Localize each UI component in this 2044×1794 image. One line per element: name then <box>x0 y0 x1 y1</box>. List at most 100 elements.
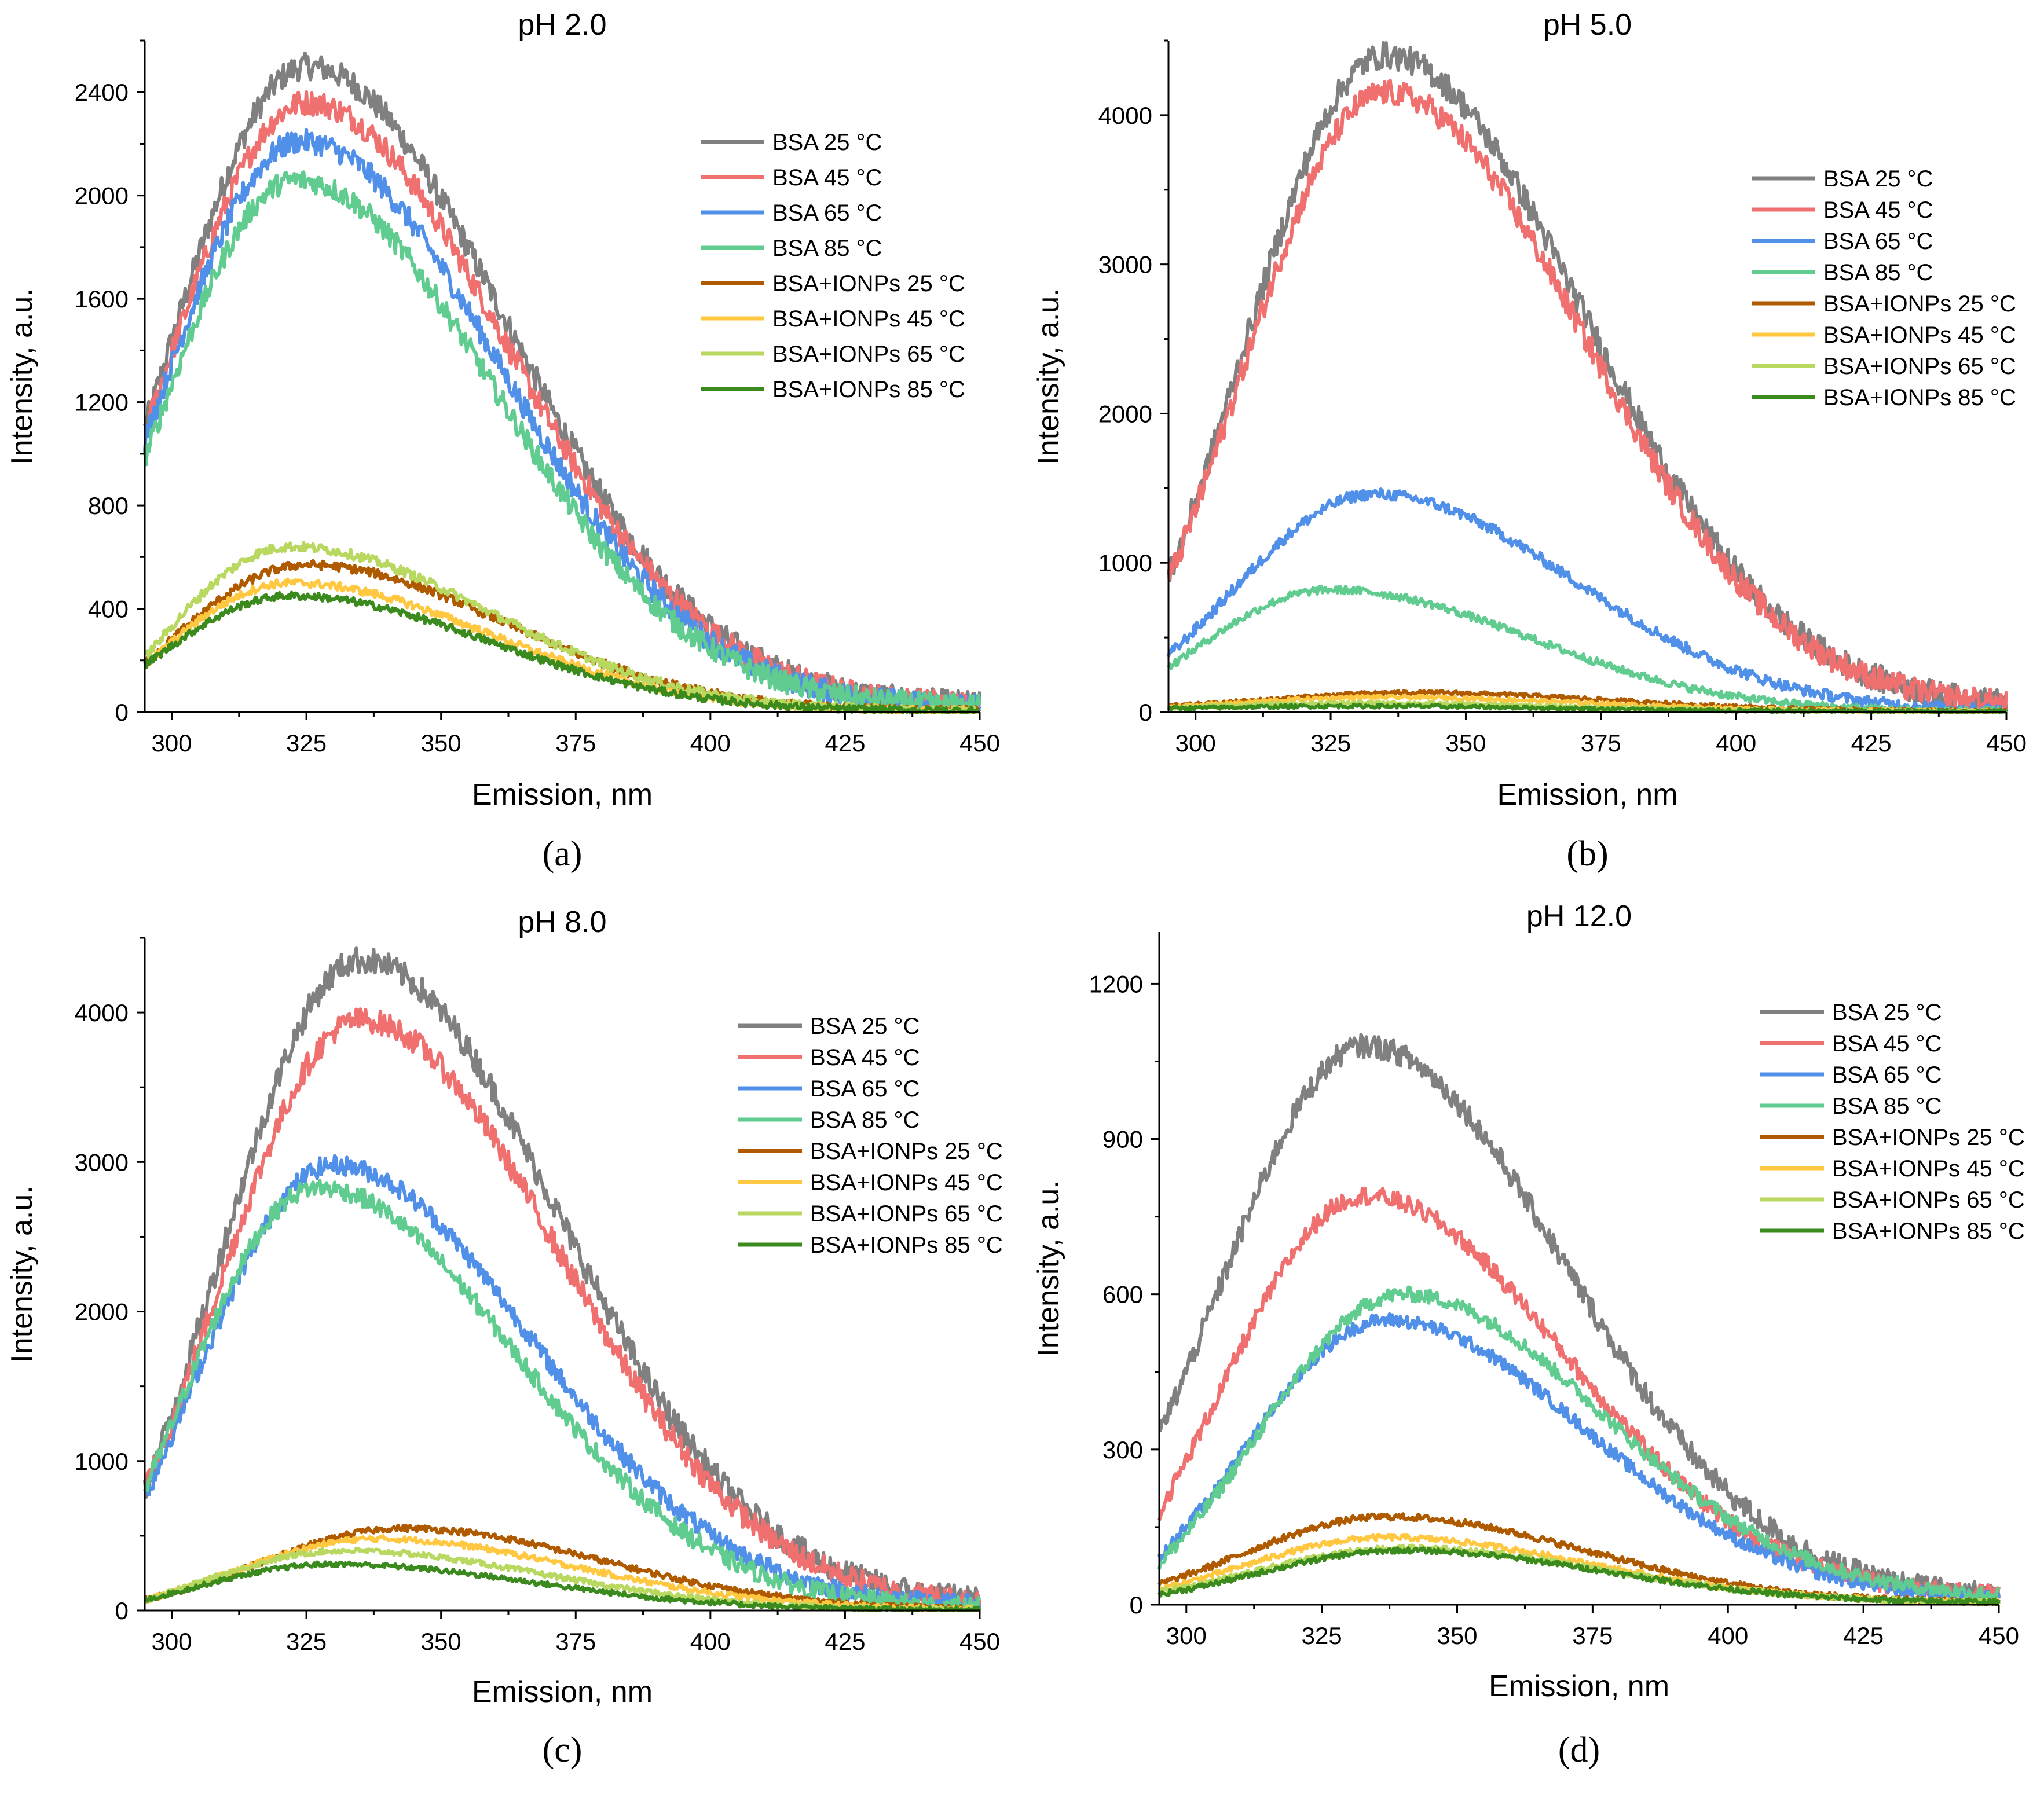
series-line-2 <box>144 1007 981 1612</box>
y-tick-label: 600 <box>1102 1281 1143 1308</box>
panel-label: (a) <box>543 834 583 874</box>
y-tick-label: 2400 <box>75 79 129 106</box>
legend: BSA 25 °C BSA 45 °C BSA 65 °C BSA 85 °C BSA+… <box>738 1014 1003 1258</box>
series-line-3 <box>1167 487 2008 714</box>
x-tick-label: 375 <box>1572 1622 1613 1649</box>
y-tick-label: 0 <box>115 1597 129 1624</box>
x-tick-label: 425 <box>825 729 865 757</box>
x-tick-label: 325 <box>1310 729 1351 757</box>
chart-panel-d: 300 325 350 375 400 425 450 0 300 600 900 1200 pH 12… <box>1032 900 2025 1770</box>
y-tick-label: 2000 <box>75 182 129 210</box>
chart-panel-c: 300 325 350 375 400 425 450 0 1000 2000 3000 4000 pH… <box>5 905 1003 1770</box>
x-tick-label: 325 <box>286 729 327 757</box>
legend-label: BSA+IONPs 85 °C <box>772 377 965 402</box>
legend: BSA 25 °C BSA 45 °C BSA 65 °C BSA 85 °C BSA+… <box>701 130 965 402</box>
y-axis-title: Intensity, a.u. <box>1032 1180 1065 1356</box>
legend-label: BSA 65 °C <box>810 1076 920 1102</box>
x-axis-title: Emission, nm <box>1489 1670 1669 1703</box>
series-line-8 <box>144 1560 981 1612</box>
y-tick-label: 900 <box>1102 1126 1143 1153</box>
y-axis-title: Intensity, a.u. <box>1032 288 1065 464</box>
x-tick-label: 300 <box>1166 1622 1207 1649</box>
legend-label: BSA 85 °C <box>1823 260 1933 285</box>
x-tick-label: 400 <box>1716 729 1756 757</box>
legend-label: BSA 25 °C <box>1832 1000 1942 1025</box>
x-tick-label: 325 <box>1302 1622 1342 1649</box>
legend-label: BSA+IONPs 65 °C <box>1823 354 2016 379</box>
legend-label: BSA+IONPs 25 °C <box>1832 1125 2025 1150</box>
x-tick-label: 375 <box>555 729 596 757</box>
y-tick-label: 1200 <box>1089 970 1143 997</box>
x-tick-label: 425 <box>825 1628 865 1655</box>
y-tick-label: 800 <box>88 492 129 519</box>
x-tick-label: 400 <box>1708 1622 1748 1649</box>
chart-panel-b: 300 325 350 375 400 425 450 0 1000 2000 3000 4000 pH… <box>1032 8 2027 874</box>
x-tick-label: 350 <box>421 729 461 757</box>
x-tick-label: 450 <box>959 1628 1000 1655</box>
series-line-8 <box>1157 1546 2001 1606</box>
x-tick-label: 425 <box>1843 1622 1884 1649</box>
legend-label: BSA+IONPs 65 °C <box>772 342 965 367</box>
x-tick-label: 350 <box>1445 729 1486 757</box>
x-tick-label: 450 <box>959 729 1000 757</box>
x-axis-title: Emission, nm <box>1497 778 1677 812</box>
x-tick-label: 300 <box>151 1628 192 1655</box>
legend-label: BSA 25 °C <box>772 130 882 155</box>
legend-label: BSA 45 °C <box>810 1045 920 1070</box>
y-axis-title: Intensity, a.u. <box>5 1186 39 1362</box>
chart-title: pH 2.0 <box>518 8 606 42</box>
y-tick-label: 400 <box>88 596 129 623</box>
y-tick-label: 300 <box>1102 1436 1143 1463</box>
x-tick-label: 400 <box>690 729 731 757</box>
legend: BSA 25 °C BSA 45 °C BSA 65 °C BSA 85 °C BSA+… <box>1752 166 2016 410</box>
y-tick-label: 0 <box>115 699 129 726</box>
legend-label: BSA 65 °C <box>1832 1062 1942 1088</box>
legend-label: BSA 45 °C <box>1832 1031 1942 1056</box>
legend-label: BSA+IONPs 25 °C <box>772 271 965 296</box>
legend-label: BSA 85 °C <box>810 1107 920 1133</box>
x-tick-label: 350 <box>421 1628 461 1655</box>
y-tick-label: 0 <box>1130 1591 1143 1619</box>
legend-label: BSA 65 °C <box>1823 229 1933 254</box>
series-line-4 <box>1157 1285 2001 1601</box>
legend: BSA 25 °C BSA 45 °C BSA 65 °C BSA 85 °C BSA+… <box>1760 1000 2025 1244</box>
x-tick-label: 450 <box>1979 1622 2019 1649</box>
chart-title: pH 8.0 <box>518 905 606 939</box>
panel-label: (c) <box>543 1730 583 1770</box>
legend-label: BSA 25 °C <box>810 1014 920 1039</box>
legend-label: BSA+IONPs 45 °C <box>1832 1156 2025 1182</box>
chart-title: pH 12.0 <box>1526 900 1632 933</box>
y-tick-label: 4000 <box>1098 102 1152 129</box>
legend-label: BSA 25 °C <box>1823 166 1933 192</box>
x-tick-label: 375 <box>1581 729 1621 757</box>
legend-label: BSA 85 °C <box>772 236 882 261</box>
legend-label: BSA+IONPs 85 °C <box>810 1232 1003 1258</box>
series-line-4 <box>1167 584 2008 714</box>
y-tick-label: 1000 <box>1098 549 1152 577</box>
y-tick-label: 3000 <box>1098 251 1152 278</box>
y-tick-label: 1600 <box>75 285 129 313</box>
series-line-8 <box>144 590 980 714</box>
y-tick-label: 0 <box>1139 699 1152 726</box>
series-line-2 <box>1167 79 2008 714</box>
x-tick-label: 300 <box>1175 729 1216 757</box>
x-tick-label: 350 <box>1437 1622 1477 1649</box>
x-tick-label: 400 <box>690 1628 731 1655</box>
x-axis-title: Emission, nm <box>472 778 653 812</box>
legend-label: BSA+IONPs 25 °C <box>810 1139 1003 1164</box>
series-line-1 <box>1157 1033 2001 1606</box>
legend-label: BSA+IONPs 45 °C <box>810 1170 1003 1195</box>
x-tick-label: 450 <box>1986 729 2027 757</box>
panel-label: (b) <box>1566 834 1608 874</box>
legend-label: BSA+IONPs 25 °C <box>1823 291 2016 317</box>
legend-label: BSA 85 °C <box>1832 1094 1942 1119</box>
legend-label: BSA+IONPs 85 °C <box>1823 385 2016 410</box>
legend-label: BSA 45 °C <box>772 165 882 190</box>
series-line-4 <box>143 170 981 714</box>
y-tick-label: 4000 <box>75 999 129 1026</box>
chart-panel-a: 300 325 350 375 400 425 450 0 400 800 1200 1600 2000… <box>5 8 1000 874</box>
y-tick-label: 3000 <box>75 1149 129 1176</box>
panel-label: (d) <box>1558 1730 1600 1770</box>
x-tick-label: 325 <box>286 1628 327 1655</box>
